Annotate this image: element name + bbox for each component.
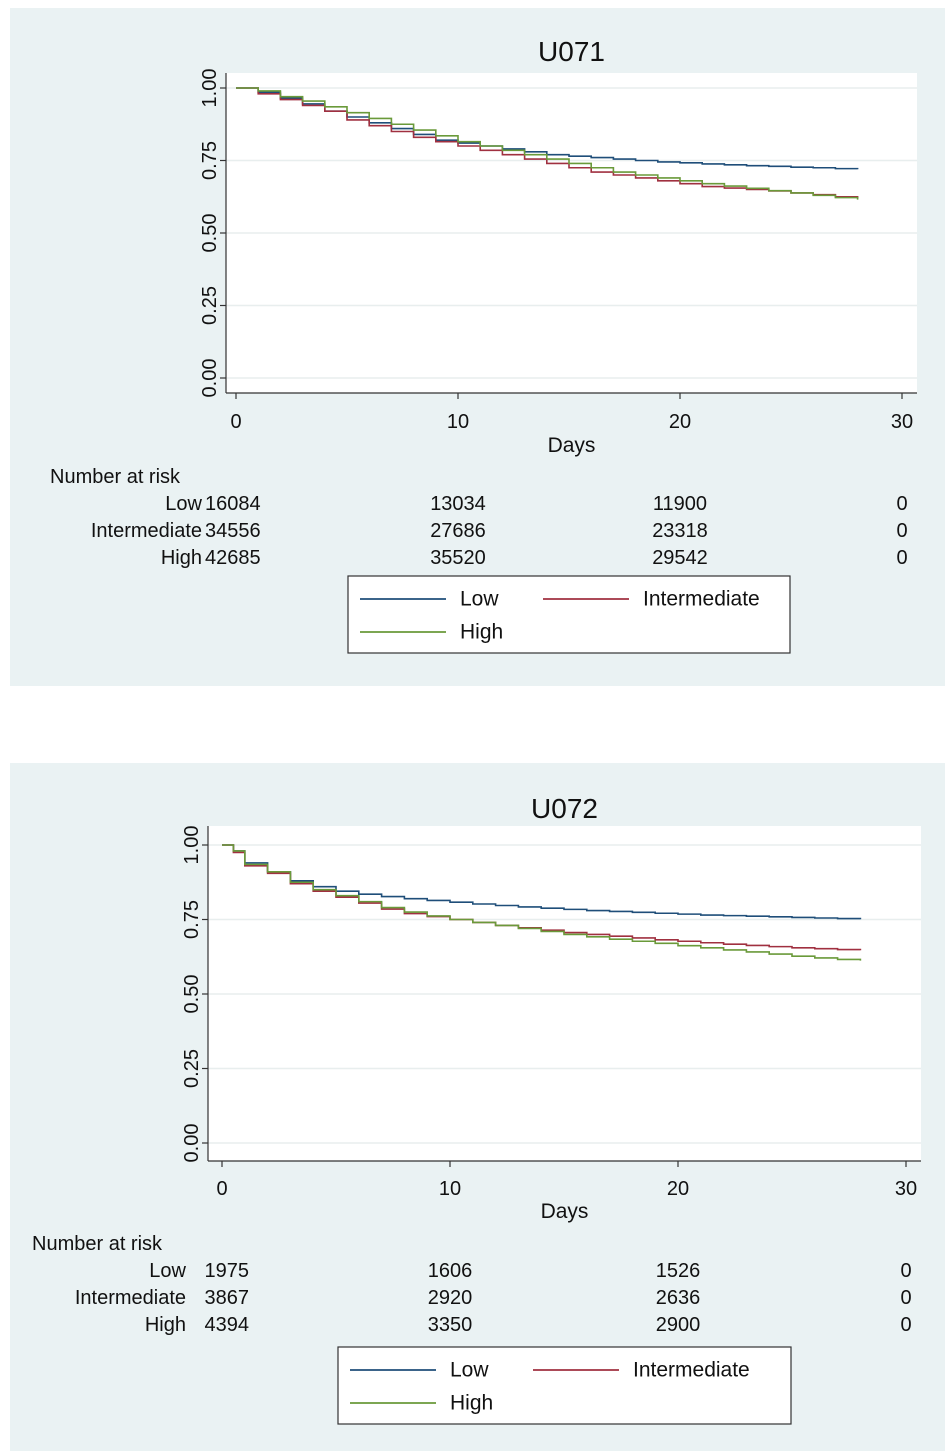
risk-table-label: Number at risk	[32, 1233, 163, 1255]
risk-value: 4394	[205, 1314, 250, 1336]
survival-chart-u072: 0.00 0.25 0.50 0.75 1.00 0 10 20 30 U072 Days Numbe…	[32, 793, 921, 1425]
x-tick-label: 20	[669, 411, 691, 433]
y-tick-label: 0.25	[199, 286, 221, 325]
y-tick-label: 0.00	[199, 359, 221, 398]
risk-row-name: Intermediate	[75, 1287, 186, 1309]
chart-title: U072	[531, 793, 598, 824]
legend-label-high: High	[450, 1392, 493, 1415]
risk-value: 1975	[205, 1260, 250, 1282]
y-tick-label: 0.50	[199, 214, 221, 253]
legend-label-high: High	[460, 621, 503, 644]
legend-label-intermediate: Intermediate	[633, 1359, 750, 1382]
y-tick-label: 1.00	[181, 826, 203, 865]
risk-value: 3867	[205, 1287, 250, 1309]
legend-label-intermediate: Intermediate	[643, 588, 760, 611]
risk-value: 11900	[653, 493, 707, 515]
y-tick-label: 0.50	[181, 975, 203, 1014]
risk-value: 2900	[656, 1314, 701, 1336]
risk-value: 34556	[205, 520, 261, 542]
risk-value: 3350	[428, 1314, 473, 1336]
risk-value: 1606	[428, 1260, 473, 1282]
legend-label-low: Low	[460, 588, 499, 611]
chart-panel-u072: 0.00 0.25 0.50 0.75 1.00 0 10 20 30 U072 Days Numbe…	[10, 763, 945, 1451]
y-tick-label: 1.00	[199, 69, 221, 108]
survival-chart-u071: 0.00 0.25 0.50 0.75 1.00 0 10 20 30 U071 Days Numbe…	[50, 36, 917, 654]
legend-box	[337, 1346, 792, 1425]
risk-value: 29542	[652, 547, 708, 569]
y-tick-label: 0.75	[181, 900, 203, 939]
y-tick-label: 0.25	[181, 1049, 203, 1088]
risk-row-name: Intermediate	[91, 520, 202, 542]
risk-value: 27686	[430, 520, 486, 542]
x-tick-label: 10	[439, 1178, 461, 1200]
x-tick-label: 20	[667, 1178, 689, 1200]
risk-table-label: Number at risk	[50, 466, 181, 488]
risk-value: 42685	[205, 547, 261, 569]
legend-label-low: Low	[450, 1359, 489, 1382]
risk-row-name: Low	[165, 493, 202, 515]
risk-row-name: High	[161, 547, 202, 569]
risk-value: 2636	[656, 1287, 701, 1309]
risk-value: 2920	[428, 1287, 473, 1309]
series-line-high	[236, 87, 859, 200]
x-axis-label: Days	[548, 434, 596, 457]
risk-row-name: Low	[149, 1260, 186, 1282]
series-line-intermediate	[236, 87, 859, 199]
risk-value: 0	[896, 547, 907, 569]
risk-value: 0	[896, 493, 907, 515]
chart-title: U071	[538, 36, 605, 67]
risk-value: 0	[900, 1287, 911, 1309]
risk-value: 0	[896, 520, 907, 542]
x-tick-label: 10	[447, 411, 469, 433]
x-axis-label: Days	[541, 1200, 589, 1223]
series-line-high	[222, 844, 862, 961]
risk-value: 23318	[652, 520, 708, 542]
legend-box	[347, 575, 791, 654]
x-tick-label: 0	[216, 1178, 227, 1200]
risk-value: 13034	[430, 493, 486, 515]
x-tick-label: 30	[891, 411, 913, 433]
risk-row-name: High	[145, 1314, 186, 1336]
x-tick-label: 0	[230, 411, 241, 433]
x-tick-label: 30	[895, 1178, 917, 1200]
y-tick-label: 0.75	[199, 141, 221, 180]
risk-value: 16084	[205, 493, 261, 515]
chart-panel-u071: 0.00 0.25 0.50 0.75 1.00 0 10 20 30 U071 Days Numbe…	[10, 8, 945, 686]
risk-value: 35520	[430, 547, 486, 569]
y-tick-label: 0.00	[181, 1124, 203, 1163]
risk-value: 1526	[656, 1260, 701, 1282]
risk-value: 0	[900, 1314, 911, 1336]
risk-value: 0	[900, 1260, 911, 1282]
